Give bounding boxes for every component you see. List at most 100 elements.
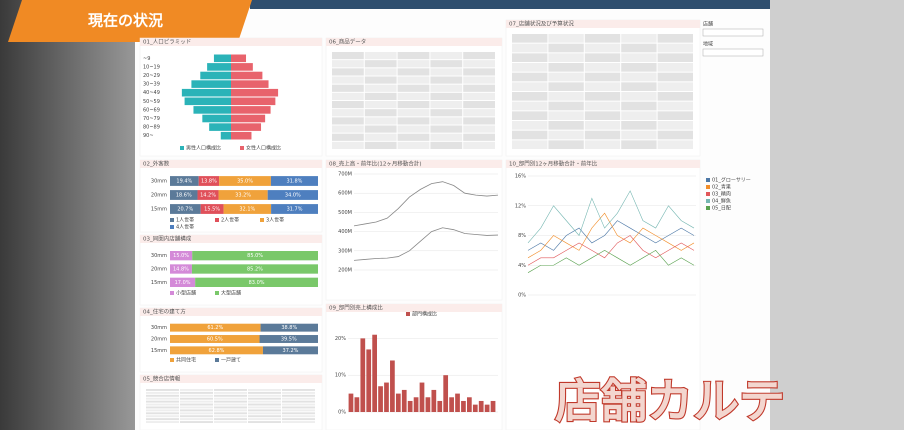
table-cell [364, 141, 397, 149]
segment-label: 34.0% [285, 193, 301, 199]
table-cell [430, 109, 463, 117]
table-cell [332, 84, 364, 92]
table-cell [397, 92, 430, 100]
stacked-segment [197, 190, 219, 200]
table-cell [512, 72, 548, 82]
table-cell [214, 403, 247, 406]
table-cell [214, 400, 247, 403]
legend-swatch [706, 178, 710, 182]
table-cell [364, 109, 397, 117]
table-cell [463, 92, 495, 100]
bar [490, 400, 496, 412]
age-label: 80~89 [143, 125, 160, 131]
age-label: 30~39 [143, 82, 160, 88]
table-cell [621, 121, 657, 130]
table-cell [214, 412, 247, 415]
panel-header [326, 304, 502, 312]
row-label: 20mm [151, 267, 167, 273]
stacked-segment [170, 176, 199, 186]
table-cell [463, 117, 495, 125]
segment-label: 14.2% [200, 193, 216, 199]
line [353, 181, 499, 227]
age-label: 10~19 [143, 64, 160, 70]
table-cell [332, 92, 364, 100]
panel-header [506, 160, 700, 168]
age-label: ~9 [143, 56, 150, 62]
table-cell [364, 60, 397, 68]
table-cell [657, 101, 693, 111]
row-label: 30mm [151, 325, 167, 331]
table-cell [463, 60, 495, 68]
pyramid-bar [231, 71, 263, 80]
table-cell [282, 403, 315, 406]
table-cell [332, 125, 364, 133]
table-cell [463, 84, 495, 92]
segment-label: 61.2% [207, 325, 223, 331]
table-cell [248, 418, 281, 421]
panel-title: 08_売上高・前年比(12ヶ月移動合計) [329, 160, 422, 168]
filter-dropdown[interactable] [702, 28, 764, 37]
table-cell [214, 415, 247, 418]
stacked-segment [262, 346, 318, 355]
y-tick-label: 600M [338, 191, 352, 197]
table-cell [332, 117, 364, 125]
segment-label: 20.7% [177, 207, 193, 213]
legend-swatch [215, 358, 219, 362]
panel-header [140, 375, 322, 383]
table-cell [214, 397, 247, 400]
table-cell [180, 421, 213, 423]
stacked-segment [219, 176, 271, 186]
bar [360, 338, 366, 412]
legend-label: 4人世帯 [176, 224, 194, 231]
table-cell [512, 53, 548, 62]
y-tick-label: 700M [338, 172, 352, 178]
stacked-segment [170, 204, 201, 214]
legend-label: 女性人口構成比 [246, 145, 281, 152]
table-cell [512, 34, 548, 43]
table-cell [548, 53, 584, 62]
age-label: 90~ [143, 133, 154, 139]
table-cell [332, 76, 364, 84]
table-cell [430, 76, 463, 84]
bar [437, 400, 443, 412]
bar [467, 397, 472, 412]
bar [366, 349, 372, 412]
panel-title: 09_部門別売上構成比 [329, 304, 383, 312]
table-cell [548, 130, 584, 140]
age-label: 70~79 [143, 116, 160, 122]
pyramid-bar [231, 54, 247, 63]
table-cell [282, 389, 315, 391]
table-cell [282, 412, 315, 415]
segment-label: 62.8% [209, 348, 225, 354]
pyramid-bar [202, 114, 231, 123]
stacked-segment [223, 204, 272, 214]
table-cell [512, 43, 548, 53]
bar [461, 400, 466, 412]
table-cell [180, 394, 213, 397]
panel-header [140, 308, 322, 316]
table-cell [248, 412, 281, 415]
table-cell [657, 92, 693, 101]
filter-dropdown[interactable] [702, 48, 764, 57]
stacked-segment [170, 323, 261, 332]
pyramid-bar [231, 114, 266, 123]
segment-label: 39.5% [281, 337, 297, 343]
table-cell [621, 101, 657, 111]
table-cell [512, 92, 548, 101]
legend-label: 部門構成比 [412, 311, 437, 318]
stacked-segment [170, 264, 192, 274]
table-cell [332, 133, 364, 141]
table-cell [463, 133, 495, 141]
bar [407, 400, 413, 412]
table-cell [180, 418, 213, 421]
panel-title: 04_住宅の建て方 [143, 308, 186, 316]
table-cell [548, 82, 584, 91]
series-line [527, 220, 695, 251]
pyramid-bar [231, 80, 269, 88]
bar [378, 386, 383, 412]
table-cell [282, 397, 315, 400]
table-cell [214, 389, 247, 391]
row-label: 20mm [151, 337, 167, 343]
table-cell [282, 400, 315, 403]
